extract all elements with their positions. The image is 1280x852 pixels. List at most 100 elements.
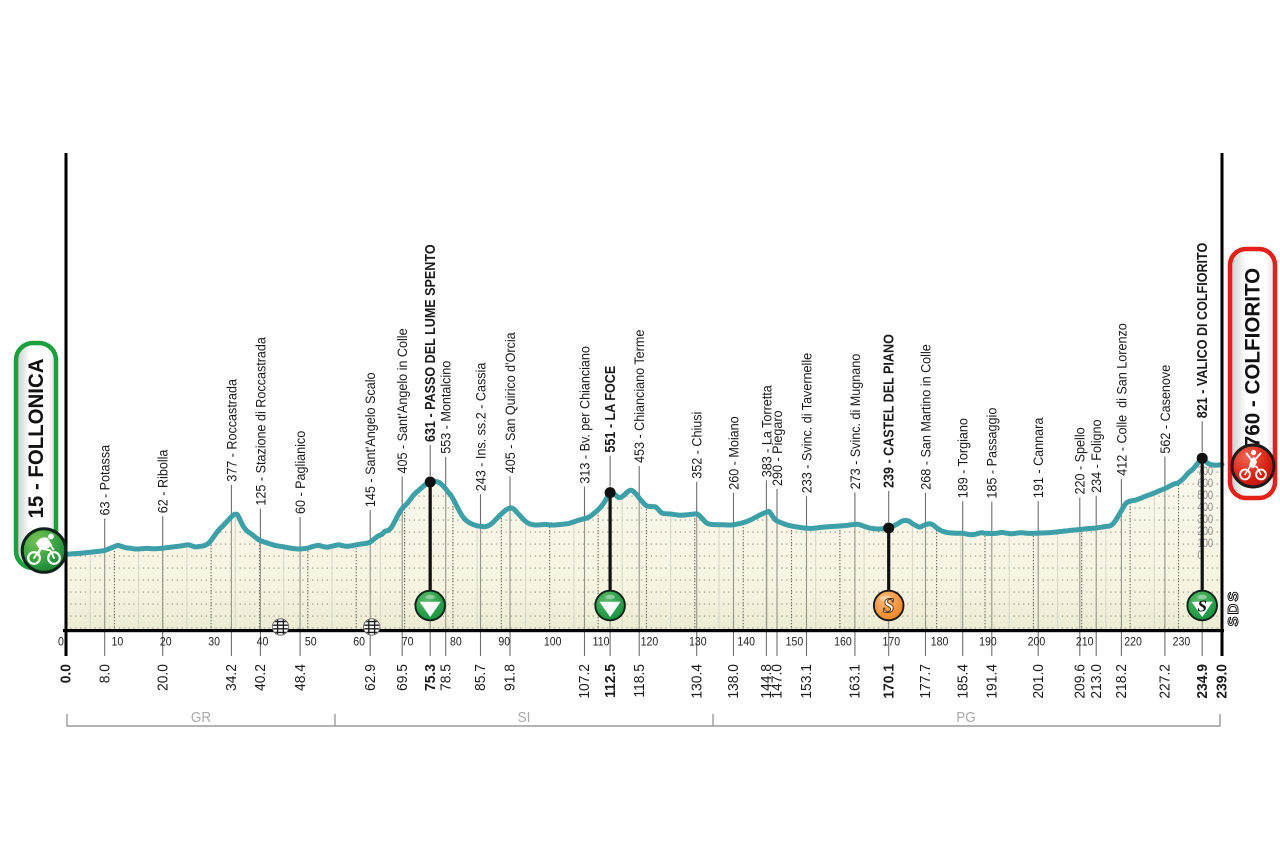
svg-text:15 - FOLLONICA: 15 - FOLLONICA [25,359,49,519]
svg-text:553 - Montalcino: 553 - Montalcino [438,361,454,454]
svg-text:60: 60 [353,636,365,649]
svg-text:230: 230 [1173,636,1191,649]
svg-text:189 - Torgiano: 189 - Torgiano [955,418,971,498]
svg-text:377 - Roccastrada: 377 - Roccastrada [224,378,240,481]
svg-text:SDS: SDS [1225,590,1242,627]
svg-text:100: 100 [1197,537,1213,550]
svg-text:107.2: 107.2 [577,664,593,699]
svg-text:110: 110 [593,636,610,649]
svg-text:145 - Sant'Angelo Scalo: 145 - Sant'Angelo Scalo [362,373,378,508]
svg-text:138.0: 138.0 [726,664,742,699]
svg-text:239 - CASTEL DEL PIANO: 239 - CASTEL DEL PIANO [881,334,897,488]
svg-text:234.9: 234.9 [1195,664,1211,699]
svg-text:631 - PASSO DEL LUME SPENTO: 631 - PASSO DEL LUME SPENTO [422,244,438,442]
svg-text:268 - San Martino in Colle: 268 - San Martino in Colle [918,344,934,489]
svg-text:60 - Paglianico: 60 - Paglianico [292,431,308,514]
svg-text:209.6: 209.6 [1072,664,1088,699]
svg-text:180: 180 [931,636,949,649]
svg-text:85.7: 85.7 [473,664,489,691]
svg-text:177.7: 177.7 [918,664,934,699]
svg-text:90: 90 [498,636,510,649]
svg-text:243 - Ins. ss.2 - Cassia: 243 - Ins. ss.2 - Cassia [473,362,489,491]
svg-text:0: 0 [58,636,64,649]
svg-text:220 - Spello: 220 - Spello [1072,427,1088,494]
svg-text:290 - Piegaro: 290 - Piegaro [769,410,785,486]
svg-text:562 - Casenove: 562 - Casenove [1157,365,1173,454]
svg-text:170.1: 170.1 [881,664,897,699]
svg-text:PG: PG [956,709,975,726]
svg-text:300: 300 [1197,513,1213,526]
svg-text:500: 500 [1197,489,1213,502]
svg-text:40: 40 [257,636,269,649]
svg-text:400: 400 [1197,501,1213,514]
svg-text:140: 140 [737,636,755,649]
svg-text:63 - Potassa: 63 - Potassa [97,444,113,515]
svg-text:100: 100 [544,636,562,649]
svg-text:0.0: 0.0 [58,664,74,683]
svg-text:190: 190 [979,636,997,649]
svg-text:234 - Foligno: 234 - Foligno [1088,419,1104,492]
svg-text:170: 170 [882,636,900,649]
svg-text:227.2: 227.2 [1157,664,1173,699]
svg-text:GR: GR [191,709,211,726]
svg-text:62 - Ribolla: 62 - Ribolla [155,449,171,513]
svg-text:551 - LA FOCE: 551 - LA FOCE [602,366,618,453]
svg-text:130.4: 130.4 [689,664,705,699]
svg-text:118.5: 118.5 [632,664,648,698]
svg-text:200: 200 [1028,636,1046,649]
svg-text:20.0: 20.0 [155,664,171,691]
svg-text:185.4: 185.4 [955,664,971,699]
svg-text:233 - Svinc. di Tavernelle: 233 - Svinc. di Tavernelle [799,353,815,493]
svg-text:75.3: 75.3 [423,664,439,691]
svg-text:78.5: 78.5 [438,664,454,691]
svg-text:218.2: 218.2 [1114,664,1130,699]
svg-text:191.4: 191.4 [984,664,1000,699]
svg-text:200: 200 [1197,525,1213,538]
svg-text:405 - Sant'Angelo in Colle: 405 - Sant'Angelo in Colle [394,328,410,473]
svg-text:191 - Cannara: 191 - Cannara [1030,417,1046,498]
svg-text:91.8: 91.8 [502,664,518,691]
svg-text:125 - Stazione di Roccastrada: 125 - Stazione di Roccastrada [253,337,269,506]
svg-text:600: 600 [1197,477,1213,490]
svg-text:760 - COLFIORITO: 760 - COLFIORITO [1241,268,1265,447]
svg-text:352 - Chiusi: 352 - Chiusi [689,412,705,479]
svg-text:213.0: 213.0 [1089,664,1105,699]
svg-text:112.5: 112.5 [602,664,618,698]
svg-text:185 - Passaggio: 185 - Passaggio [984,408,1000,499]
svg-text:153.1: 153.1 [799,664,815,699]
svg-text:120: 120 [641,636,659,649]
svg-text:48.4: 48.4 [292,664,308,691]
svg-text:273 - Svinc. di Mugnano: 273 - Svinc. di Mugnano [847,354,863,490]
svg-text:163.1: 163.1 [847,664,863,699]
svg-text:0: 0 [1197,549,1202,562]
svg-text:260 - Moiano: 260 - Moiano [726,416,742,489]
svg-text:210: 210 [1076,636,1094,649]
svg-text:412 - Colle di San Lorenzo: 412 - Colle di San Lorenzo [1114,323,1130,475]
svg-text:SI: SI [518,709,531,726]
svg-text:30: 30 [208,636,220,649]
svg-text:20: 20 [160,636,172,649]
svg-text:69.5: 69.5 [395,664,411,691]
svg-text:201.0: 201.0 [1031,664,1047,699]
svg-text:130: 130 [689,636,707,649]
svg-text:383 - La Torretta: 383 - La Torretta [759,385,775,478]
svg-text:239.0: 239.0 [1214,664,1230,699]
svg-text:150: 150 [786,636,804,649]
svg-text:62.9: 62.9 [363,664,379,691]
svg-text:50: 50 [305,636,317,649]
svg-text:147.0: 147.0 [769,664,785,699]
svg-text:821 - VALICO DI COLFIORITO: 821 - VALICO DI COLFIORITO [1194,242,1210,418]
svg-text:34.2: 34.2 [224,664,240,691]
svg-text:700: 700 [1197,465,1213,478]
svg-text:80: 80 [450,636,462,649]
svg-text:144.8: 144.8 [759,664,775,699]
svg-text:453 - Chianciano Terme: 453 - Chianciano Terme [631,330,647,463]
svg-text:313 - Bv. per Chianciano: 313 - Bv. per Chianciano [577,346,593,484]
svg-text:S: S [883,594,895,618]
svg-text:40.2: 40.2 [253,664,269,691]
svg-text:405 - San Quirico d'Orcia: 405 - San Quirico d'Orcia [502,332,518,473]
svg-text:8.0: 8.0 [97,664,113,683]
svg-text:70: 70 [402,636,414,649]
svg-text:220: 220 [1124,636,1142,649]
svg-text:160: 160 [834,636,852,649]
